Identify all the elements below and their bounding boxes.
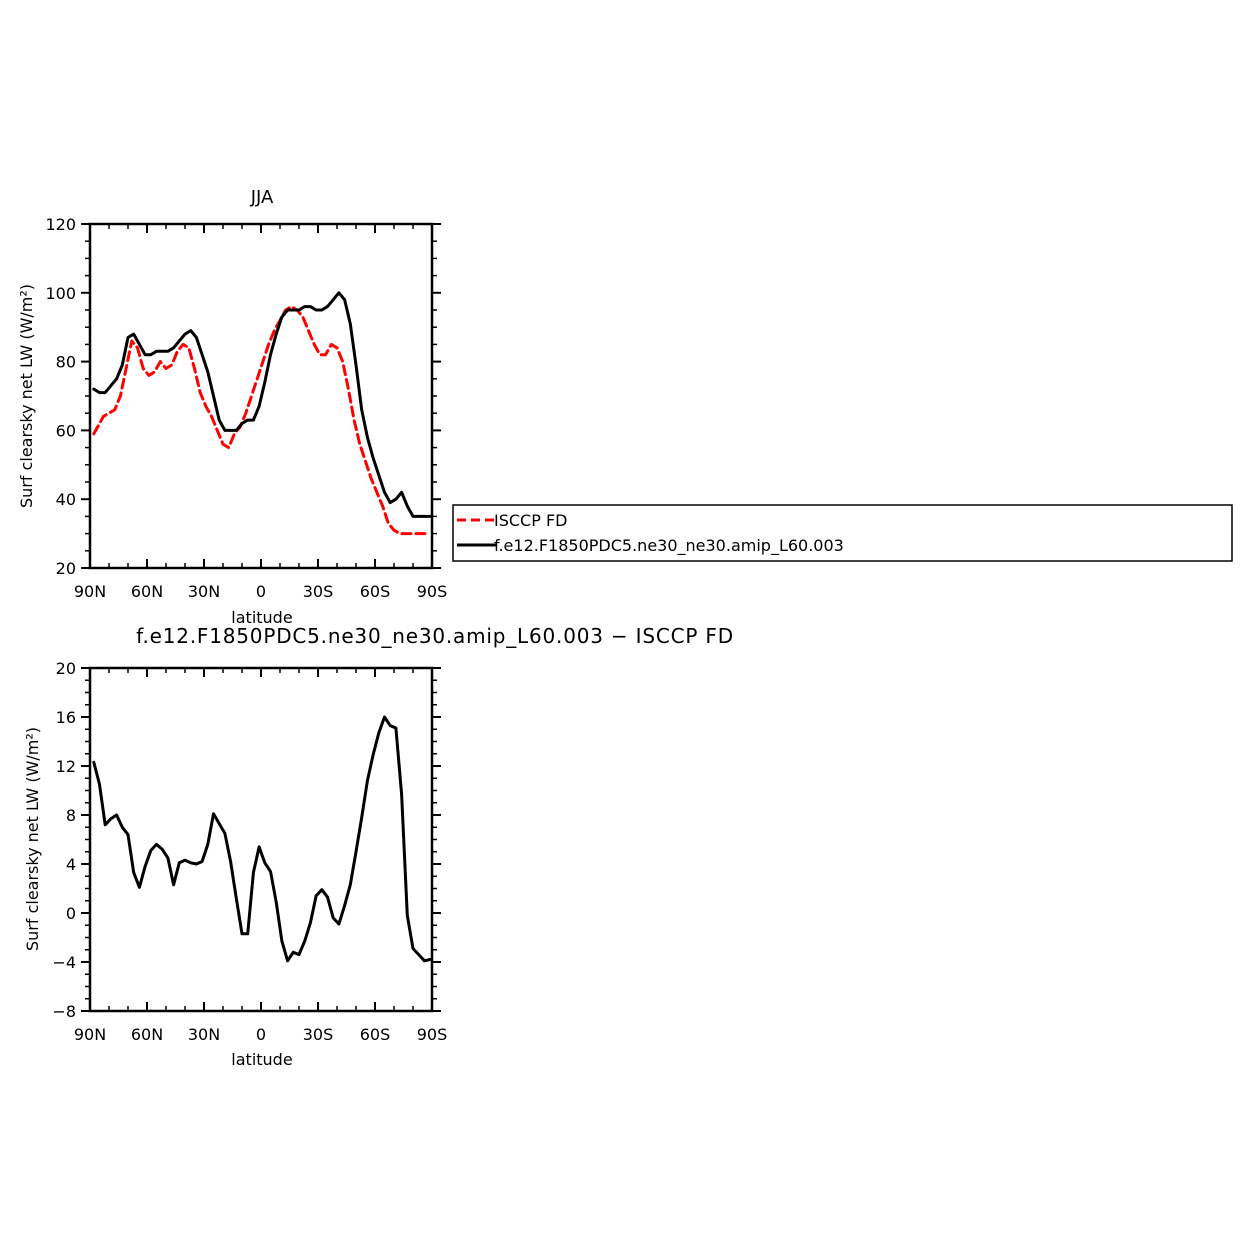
- top-tick-labels: 90N 60N 30N 0 30S 60S 90S 20 40 60 80 100 120: [45, 215, 447, 601]
- bottom-chart-panel: f.e12.F1850PDC5.ne30_ne30.amip_L60.003 −…: [23, 624, 734, 1069]
- x-tick-label: 30S: [303, 582, 334, 601]
- top-plot-frame: [88, 222, 434, 570]
- y-tick-label: 8: [66, 806, 76, 825]
- y-tick-label: 16: [56, 708, 76, 727]
- top-series-group: [92, 291, 432, 536]
- x-tick-label: 0: [256, 1025, 266, 1044]
- model-series-line: [92, 291, 432, 518]
- legend-box: [452, 504, 1233, 562]
- bottom-series-group: [92, 715, 432, 963]
- y-tick-label: 60: [56, 421, 76, 440]
- y-tick-label: −8: [52, 1002, 76, 1021]
- bottom-plot-frame: [88, 666, 434, 1013]
- y-tick-label: 0: [66, 904, 76, 923]
- x-tick-label: 90N: [74, 1025, 106, 1044]
- y-tick-label: 80: [56, 353, 76, 372]
- y-tick-label: 120: [45, 215, 76, 234]
- x-tick-label: 60S: [360, 1025, 391, 1044]
- y-tick-label: −4: [52, 953, 76, 972]
- y-tick-label: 20: [56, 659, 76, 678]
- bottom-x-axis-label: latitude: [231, 1050, 292, 1069]
- legend-model-label: f.e12.F1850PDC5.ne30_ne30.amip_L60.003: [494, 536, 844, 556]
- y-tick-label: 40: [56, 490, 76, 509]
- x-tick-label: 90S: [417, 582, 448, 601]
- top-x-axis-label: latitude: [231, 608, 292, 627]
- y-tick-label: 12: [56, 757, 76, 776]
- legend: ISCCP FD f.e12.F1850PDC5.ne30_ne30.amip_…: [452, 504, 1233, 562]
- x-tick-label: 0: [256, 582, 266, 601]
- top-y-axis-label: Surf clearsky net LW (W/m²): [17, 284, 36, 508]
- x-tick-label: 60N: [131, 582, 163, 601]
- x-tick-label: 30N: [188, 1025, 220, 1044]
- y-tick-label: 4: [66, 855, 76, 874]
- bottom-chart-title: f.e12.F1850PDC5.ne30_ne30.amip_L60.003 −…: [136, 624, 734, 648]
- y-tick-label: 20: [56, 559, 76, 578]
- x-tick-label: 30N: [188, 582, 220, 601]
- obs-series-line: [92, 305, 430, 536]
- top-chart-panel: JJA Surf clearsky net LW (W/m²) latitude…: [17, 187, 447, 627]
- legend-obs-label: ISCCP FD: [494, 511, 567, 530]
- x-tick-label: 30S: [303, 1025, 334, 1044]
- model-series-line: [92, 715, 432, 963]
- bottom-y-axis-label: Surf clearsky net LW (W/m²): [23, 727, 42, 951]
- y-tick-label: 100: [45, 284, 76, 303]
- x-tick-label: 90N: [74, 582, 106, 601]
- top-chart-title: JJA: [250, 187, 274, 208]
- bottom-tick-labels: 90N 60N 30N 0 30S 60S 90S −8 −4 0 4 8 12 16 20: [52, 659, 447, 1044]
- x-tick-label: 60S: [360, 582, 391, 601]
- x-tick-label: 60N: [131, 1025, 163, 1044]
- x-tick-label: 90S: [417, 1025, 448, 1044]
